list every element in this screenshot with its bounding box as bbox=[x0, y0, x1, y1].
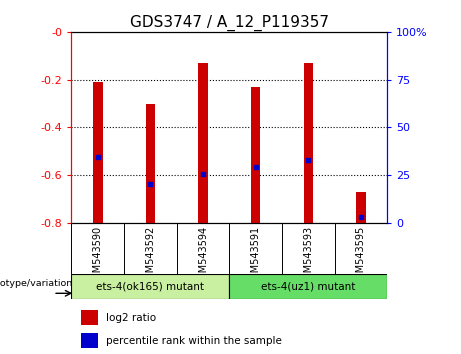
Title: GDS3747 / A_12_P119357: GDS3747 / A_12_P119357 bbox=[130, 14, 329, 30]
Text: percentile rank within the sample: percentile rank within the sample bbox=[106, 336, 282, 346]
Text: GSM543592: GSM543592 bbox=[145, 225, 155, 285]
Bar bbox=[303, 63, 313, 223]
Text: GSM543593: GSM543593 bbox=[303, 225, 313, 285]
Text: log2 ratio: log2 ratio bbox=[106, 313, 156, 323]
Text: genotype/variation: genotype/variation bbox=[0, 279, 72, 288]
Bar bbox=[146, 104, 155, 223]
Text: GSM543594: GSM543594 bbox=[198, 225, 208, 285]
Bar bbox=[81, 310, 98, 325]
Bar bbox=[71, 274, 230, 299]
Bar bbox=[356, 192, 366, 223]
Text: GSM543595: GSM543595 bbox=[356, 225, 366, 285]
Bar bbox=[229, 274, 387, 299]
Text: ets-4(ok165) mutant: ets-4(ok165) mutant bbox=[96, 282, 204, 292]
Text: GSM543590: GSM543590 bbox=[93, 225, 103, 285]
Bar bbox=[198, 63, 208, 223]
Bar bbox=[81, 333, 98, 348]
Bar bbox=[93, 82, 102, 223]
Bar bbox=[251, 87, 260, 223]
Text: GSM543591: GSM543591 bbox=[251, 225, 260, 285]
Text: ets-4(uz1) mutant: ets-4(uz1) mutant bbox=[261, 282, 355, 292]
